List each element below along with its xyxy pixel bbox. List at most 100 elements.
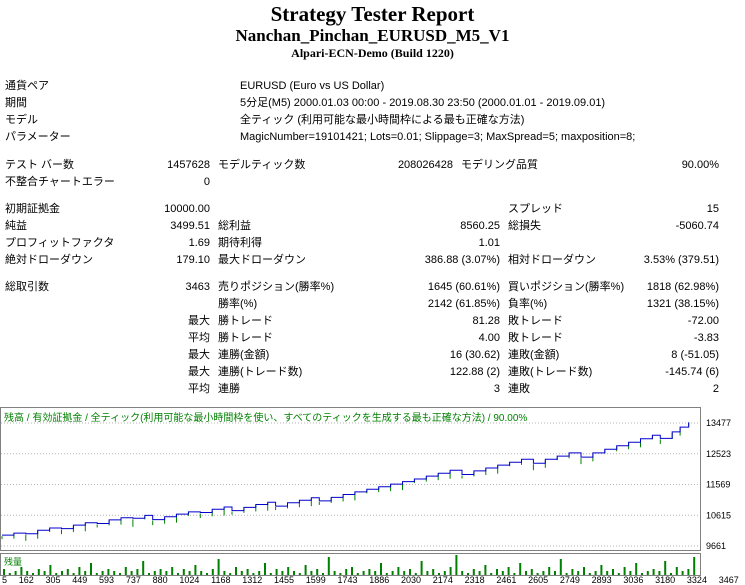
- volume-bar: [641, 573, 643, 575]
- volume-bar: [119, 573, 121, 575]
- volume-bar: [629, 571, 632, 575]
- volume-bar: [507, 567, 510, 575]
- volume-bar: [171, 567, 174, 575]
- server-build: Alpari-ECN-Demo (Build 1220): [291, 46, 454, 60]
- volume-bar: [617, 573, 620, 575]
- stat-label: テスト バー数: [5, 159, 75, 171]
- volume-bar: [258, 571, 261, 575]
- x-axis-tick: 3036: [623, 575, 644, 585]
- volume-bar: [8, 573, 11, 575]
- stat-value: 90.00%: [681, 159, 719, 171]
- x-axis-tick: 2030: [401, 575, 422, 585]
- y-axis-tick: 13477: [706, 418, 731, 428]
- volume-bar: [420, 561, 423, 575]
- stat-value: 3499.51: [170, 220, 210, 232]
- report-title: Strategy Tester Report: [270, 2, 475, 26]
- stat-label: 相対ドローダウン: [508, 254, 596, 266]
- stat-value: 平均: [188, 332, 210, 344]
- volume-bar: [525, 571, 527, 575]
- volume-bar: [177, 573, 179, 575]
- volume-bar: [362, 571, 365, 575]
- volume-bar: [484, 565, 487, 575]
- volume-bar: [264, 563, 266, 575]
- stat-label: スプレッド: [508, 203, 563, 215]
- volume-bar: [588, 573, 591, 575]
- x-axis-tick: 1743: [337, 575, 358, 585]
- x-axis-tick: 1024: [179, 575, 200, 585]
- volume-bar: [235, 567, 237, 575]
- volume-bar: [414, 573, 417, 575]
- stat-value: -3.83: [693, 332, 719, 344]
- stat-value: -72.00: [687, 315, 719, 327]
- volume-bar: [316, 569, 319, 575]
- volume-bar: [165, 571, 168, 575]
- volume-bar: [600, 565, 603, 575]
- stat-value: 81.28: [472, 315, 500, 327]
- volume-bar: [356, 573, 359, 575]
- volume-bar: [49, 565, 52, 575]
- stat-label: モデリング品質: [461, 159, 538, 171]
- settings-table: 通貨ペア EURUSD (Euro vs US Dollar) 期間 5分足(M5) …: [5, 78, 719, 146]
- volume-bar: [693, 557, 696, 575]
- volume-bar: [72, 573, 75, 575]
- report-header: Strategy Tester Report Nanchan_Pinchan_E…: [0, 0, 745, 61]
- stat-label: [500, 235, 635, 252]
- volume-bar: [275, 569, 278, 575]
- volume-bar: [478, 571, 481, 575]
- stat-label: モデルティック数: [218, 159, 306, 171]
- stat-label: [5, 296, 155, 313]
- volume-bar: [14, 571, 17, 575]
- volume-bar: [658, 571, 661, 575]
- x-axis-tick: 737: [125, 575, 141, 585]
- y-axis-tick: 11569: [706, 480, 730, 490]
- volume-bar: [101, 571, 104, 575]
- volume-bar: [351, 567, 353, 575]
- stat-label: 絶対ドローダウン: [5, 254, 93, 266]
- stat-value: 2142 (61.85%): [427, 298, 500, 310]
- volume-bar: [211, 569, 214, 575]
- stat-value: [388, 174, 453, 191]
- stat-value: 3.53% (379.51): [643, 254, 719, 266]
- stat-label: 不整合チャートエラー: [5, 176, 115, 188]
- stat-value: EURUSD (Euro vs US Dollar): [240, 80, 385, 92]
- x-axis-tick: 2893: [591, 575, 612, 585]
- volume-bar: [217, 559, 220, 575]
- volume-bar: [664, 561, 667, 575]
- x-axis-tick: 2605: [528, 575, 549, 585]
- volume-bar: [148, 573, 150, 575]
- x-axis-tick: 2174: [432, 575, 453, 585]
- volume-bar: [153, 571, 156, 575]
- volume-bar: [426, 571, 429, 575]
- volume-chart: 残量: [0, 553, 745, 576]
- volume-bar: [95, 573, 98, 575]
- stat-value: 1.01: [478, 237, 500, 249]
- x-axis-tick: 162: [18, 575, 34, 585]
- volume-bar: [281, 571, 284, 575]
- volume-bar: [548, 567, 551, 575]
- stat-value: 1.69: [188, 237, 210, 249]
- volume-bar: [530, 569, 533, 575]
- volume-bar: [687, 569, 690, 575]
- volume-bar: [403, 571, 406, 575]
- chart-caption: 残高 / 有効証拠金 / 全ティック(利用可能な最小時間枠を使い、すべてのティッ…: [4, 413, 528, 424]
- volume-bar: [565, 573, 568, 575]
- stat-value: [635, 235, 719, 252]
- stat-value: -145.74 (6): [665, 366, 719, 378]
- y-axis-tick: 9661: [706, 541, 726, 551]
- volume-bar: [380, 563, 382, 575]
- volume-bar: [84, 571, 87, 575]
- volume-bar: [594, 571, 597, 575]
- volume-bar: [571, 569, 574, 575]
- volume-chart-canvas: [0, 553, 701, 576]
- x-axis-tick: 1886: [369, 575, 390, 585]
- volume-bar: [20, 567, 23, 575]
- volume-bar: [461, 571, 464, 575]
- stat-label: [210, 174, 388, 191]
- volume-bar: [449, 567, 452, 575]
- x-axis-tick: 593: [99, 575, 115, 585]
- volume-bar: [310, 571, 313, 575]
- x-axis-labels: 5 162 305 449 593 737 880 1024 1168 1312 1455 1599 1…: [2, 576, 739, 585]
- test-info-table: テスト バー数 1457628 モデルティック数 208026428 モデリング品質 90…: [5, 157, 719, 191]
- stat-label: 純益: [5, 220, 27, 232]
